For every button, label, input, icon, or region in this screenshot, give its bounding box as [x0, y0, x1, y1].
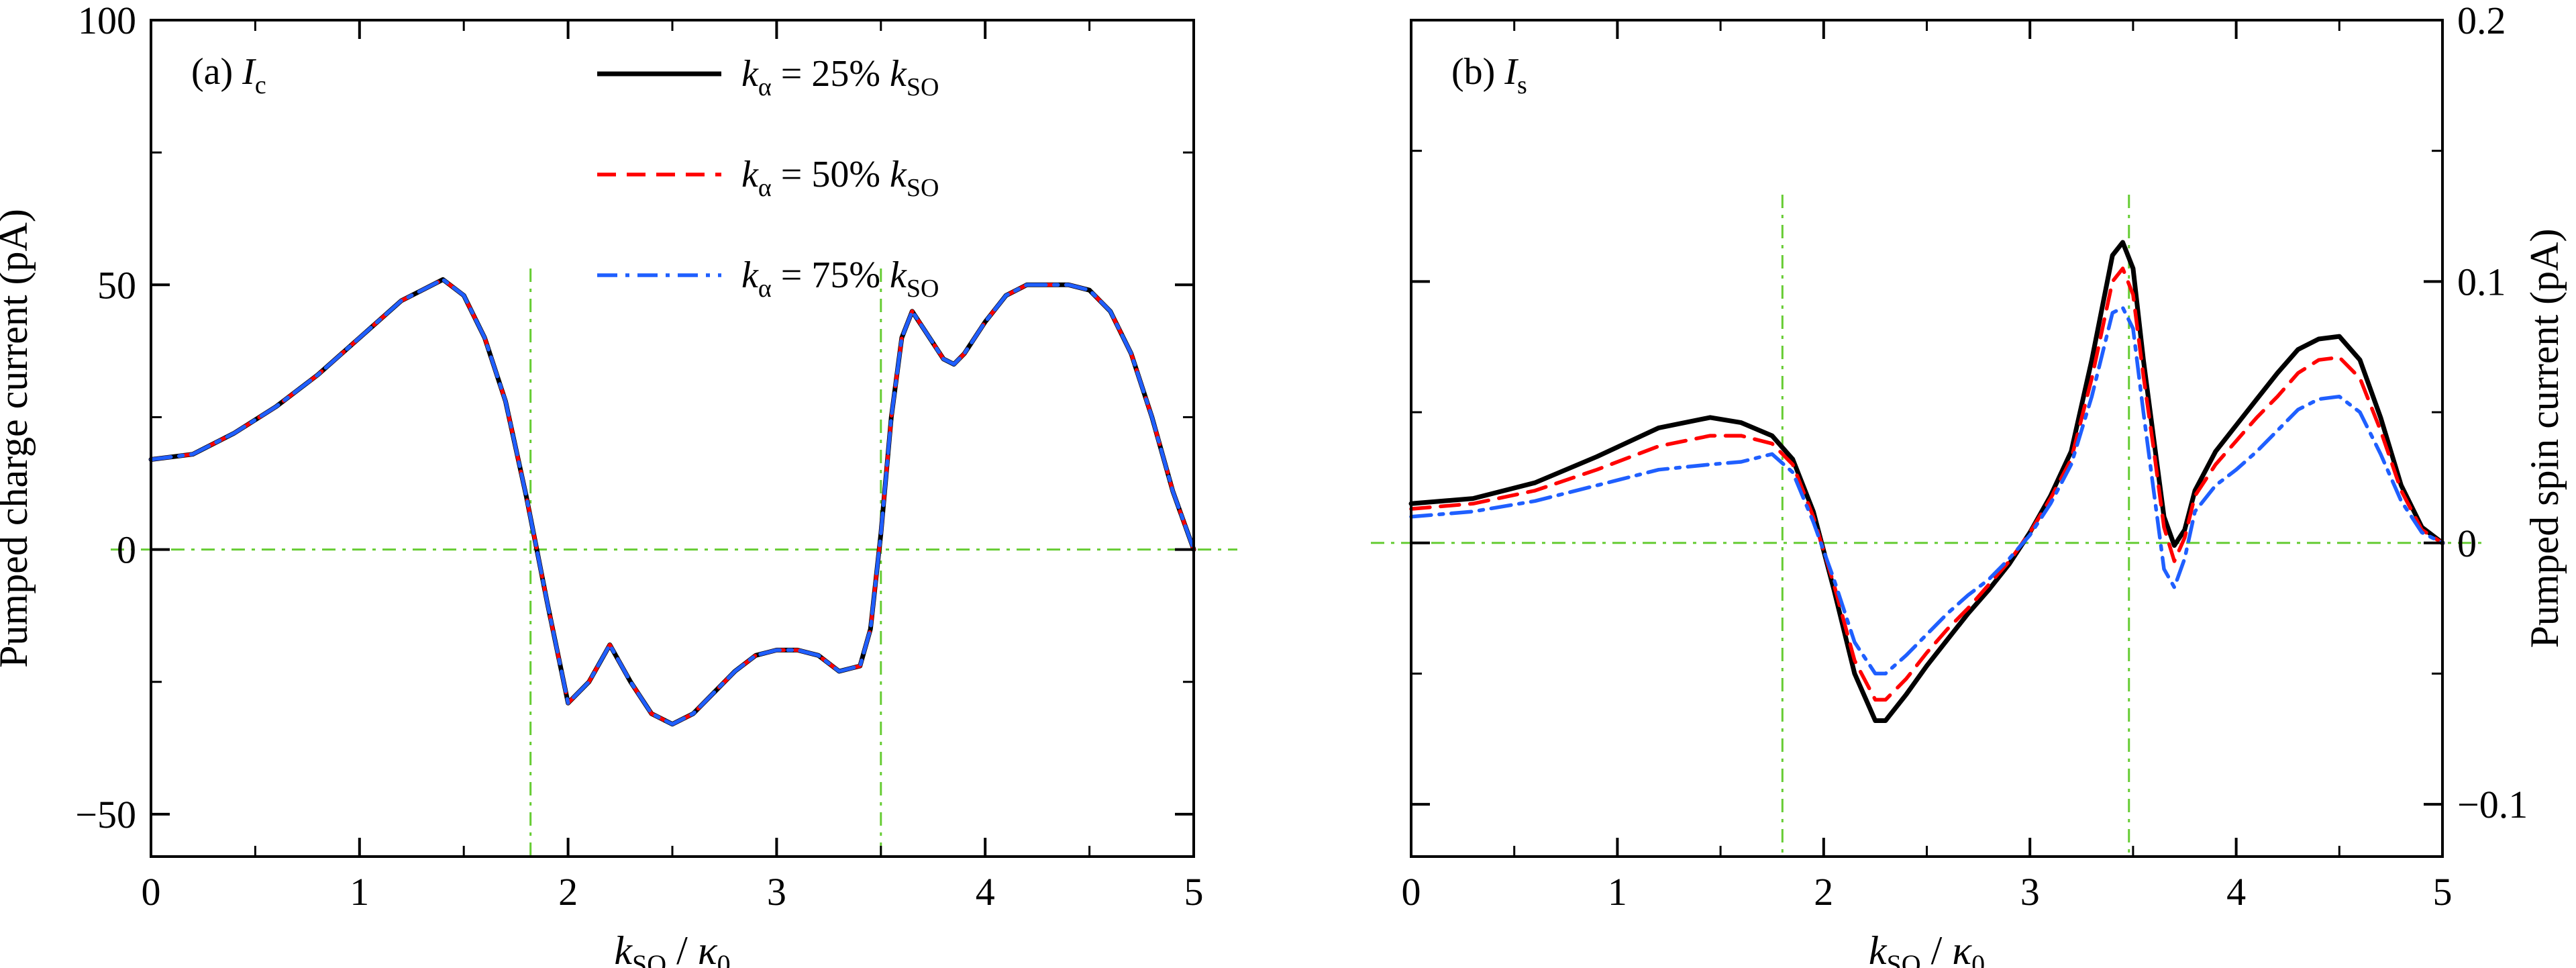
- legend-label-mid: = 75%: [772, 254, 890, 296]
- series-line-solid: [1408, 240, 2445, 723]
- x-tick-label: 5: [2433, 870, 2453, 914]
- legend-label-main: k: [741, 53, 759, 95]
- panel-label-symbol: I: [1504, 51, 1518, 93]
- y-axis-title: Pumped charge current (pA): [0, 209, 36, 668]
- y-tick-label: 0: [117, 528, 136, 572]
- legend-label-main2: k: [890, 53, 907, 95]
- x-tick-label: 5: [1184, 870, 1204, 914]
- legend-label-main2: k: [890, 254, 907, 296]
- panel-label-text: (b): [1451, 51, 1504, 93]
- x-tick-label: 0: [1402, 870, 1421, 914]
- legend-label-sub: α: [758, 174, 772, 202]
- legend-label-main: k: [741, 254, 759, 296]
- plot-frame: [1410, 19, 2444, 858]
- x-axis-title-main: k: [614, 928, 633, 968]
- legend-label-sub: α: [758, 275, 772, 303]
- legend-label-sub2: SO: [907, 275, 939, 303]
- legend-label: kα = 75% kSO: [741, 254, 939, 303]
- legend-label-sub: α: [758, 73, 772, 101]
- series-line-solid: [148, 277, 1196, 727]
- legend-label-main2: k: [890, 154, 907, 195]
- series-line-dashed: [1409, 267, 2444, 702]
- x-axis-title: kSO / κ0: [1869, 928, 1985, 968]
- x-axis-title: kSO / κ0: [614, 928, 730, 968]
- x-axis-title-sub: SO: [632, 949, 666, 968]
- panel-label-sub: s: [1517, 71, 1527, 99]
- y-tick-label: 0.1: [2457, 260, 2506, 303]
- x-tick-label: 2: [1814, 870, 1833, 914]
- y-tick-label: 100: [78, 0, 136, 42]
- x-axis-title-sep: /: [666, 928, 698, 968]
- legend-label: kα = 25% kSO: [741, 53, 939, 101]
- x-tick-label: 0: [142, 870, 161, 914]
- x-tick-label: 3: [767, 870, 786, 914]
- panel-label-text: (a): [191, 51, 242, 93]
- x-axis-title-main2: κ: [698, 928, 718, 968]
- x-axis-title-sub2: 0: [717, 949, 731, 968]
- y-tick-label: −50: [75, 793, 136, 836]
- x-axis-title-main: k: [1869, 928, 1888, 968]
- x-axis-title-main2: κ: [1952, 928, 1972, 968]
- y-tick-label: 50: [97, 263, 136, 307]
- panel-label-symbol: I: [242, 51, 256, 93]
- legend-label-sub2: SO: [907, 73, 939, 101]
- x-tick-label: 3: [2020, 870, 2040, 914]
- legend-label-main: k: [741, 154, 759, 195]
- y-tick-label: −0.1: [2457, 783, 2528, 826]
- panel-label: (b) Is: [1451, 51, 1527, 99]
- x-tick-label: 1: [1608, 870, 1627, 914]
- series-line-dashdot: [149, 277, 1196, 726]
- panel-label-sub: c: [255, 71, 266, 99]
- series-line-dashed: [149, 277, 1196, 726]
- x-tick-label: 4: [976, 870, 995, 914]
- legend-label: kα = 50% kSO: [741, 154, 939, 202]
- x-axis-title-sub2: 0: [1971, 949, 1985, 968]
- y-tick-label: 0: [2457, 522, 2477, 565]
- panel-label: (a) Ic: [191, 51, 266, 99]
- x-axis-title-sep: /: [1921, 928, 1953, 968]
- x-tick-label: 1: [350, 870, 369, 914]
- y-axis-title: Pumped spin current (pA): [2522, 229, 2567, 648]
- legend-label-mid: = 50%: [772, 154, 890, 195]
- legend-label-mid: = 25%: [772, 53, 890, 95]
- y-tick-label: 0.2: [2457, 0, 2506, 42]
- x-tick-label: 2: [558, 870, 578, 914]
- series-line-dashdot: [1409, 305, 2444, 676]
- plot-frame: [150, 19, 1195, 858]
- x-tick-label: 4: [2226, 870, 2246, 914]
- legend-label-sub2: SO: [907, 174, 939, 202]
- x-axis-title-sub: SO: [1887, 949, 1921, 968]
